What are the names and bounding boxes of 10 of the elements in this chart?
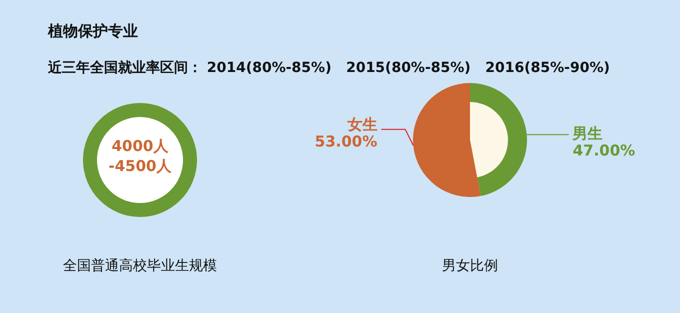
text: 植物保护专业 (47, 22, 138, 40)
text: 男女比例 (442, 258, 498, 274)
slice-label: 女生 (346, 115, 378, 134)
text: 近三年全国就业率区间： 2014(80%-85%) 2015(80%-85%) 2016(85%-90%) (47, 59, 610, 76)
text: 全国普通高校毕业生规模 (63, 257, 217, 274)
data-label: 53.00% (314, 132, 378, 150)
data-label: 47.00% (572, 142, 636, 160)
text: 4000人-4500人 (108, 136, 172, 176)
pie-slice (413, 83, 481, 197)
slice-label: 男生 (572, 124, 603, 143)
